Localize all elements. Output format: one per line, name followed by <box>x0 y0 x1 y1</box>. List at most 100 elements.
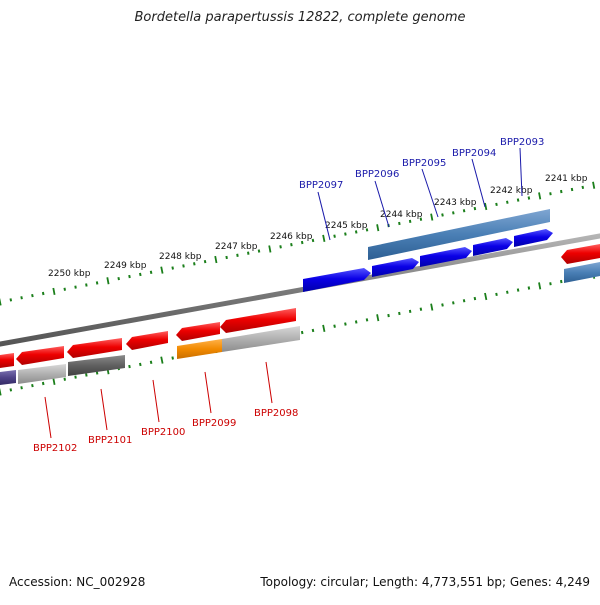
kbp-label-2250: 2250 kbp <box>48 269 91 279</box>
tick-mark <box>9 298 13 302</box>
tick-mark <box>322 324 326 332</box>
tick-mark <box>300 330 304 335</box>
gene-arrow-BPP2101[interactable] <box>67 338 122 358</box>
gene-arrow-BPP2096[interactable] <box>372 258 419 277</box>
gene-arrow-left-edge[interactable] <box>0 353 14 368</box>
tick-mark <box>203 259 207 264</box>
tick-mark <box>549 192 552 196</box>
tick-mark <box>538 282 542 290</box>
gene-label-BPP2100[interactable]: BPP2100 <box>141 427 185 438</box>
tick-mark <box>560 189 563 194</box>
tick-mark <box>182 264 185 268</box>
tick-mark <box>581 185 585 190</box>
gene-arrow-BPP2094[interactable] <box>473 238 513 256</box>
tick-mark <box>473 296 477 301</box>
tick-mark <box>495 292 498 297</box>
tick-mark <box>74 375 77 379</box>
gene-label-BPP2093[interactable]: BPP2093 <box>500 137 544 148</box>
tick-mark <box>74 285 77 289</box>
tick-mark <box>63 287 66 291</box>
tick-mark <box>484 292 488 301</box>
gene-arrow-BPP2095[interactable] <box>420 247 472 267</box>
tick-mark <box>20 296 23 300</box>
tick-mark <box>85 283 88 287</box>
tick-mark <box>257 249 261 253</box>
gene-arrow-BPP2100[interactable] <box>126 331 168 350</box>
genome-backbone <box>0 233 600 347</box>
tick-mark <box>462 299 466 303</box>
gene-label-BPP2101[interactable]: BPP2101 <box>88 435 132 446</box>
tick-mark <box>300 240 304 245</box>
upper-tick-ring <box>0 181 596 306</box>
gene-arrow-BPP2099[interactable] <box>176 322 220 341</box>
tick-mark <box>149 270 153 274</box>
genome-summary-text: Topology: circular; Length: 4,773,551 bp… <box>260 575 590 589</box>
band-lightgray-right <box>222 326 300 352</box>
tick-mark <box>52 377 56 385</box>
tick-mark <box>365 228 369 232</box>
gene-label-BPP2094[interactable]: BPP2094 <box>452 148 496 159</box>
leader-BPP2098 <box>265 361 273 404</box>
gene-arrow-BPP2098[interactable] <box>220 308 296 333</box>
tick-mark <box>149 360 153 364</box>
tick-mark <box>344 232 347 236</box>
tick-mark <box>311 238 315 243</box>
gene-label-BPP2099[interactable]: BPP2099 <box>192 418 236 429</box>
tick-mark <box>527 286 531 290</box>
tick-mark <box>376 314 380 322</box>
tick-mark <box>117 276 120 281</box>
tick-mark <box>128 364 131 369</box>
gene-arrow-BPP2097[interactable] <box>303 268 371 292</box>
tick-mark <box>311 328 315 333</box>
tick-mark <box>9 388 13 392</box>
tick-mark <box>560 279 563 284</box>
tick-mark <box>85 373 88 377</box>
tick-mark <box>63 377 66 381</box>
tick-mark <box>419 217 423 221</box>
gene-arrow-right-edge[interactable] <box>561 244 600 264</box>
tick-mark <box>236 253 239 257</box>
tick-mark <box>452 301 455 305</box>
tick-mark <box>139 362 142 367</box>
tick-mark <box>419 307 423 311</box>
upper-cds-band <box>368 209 600 283</box>
tick-mark <box>214 255 218 264</box>
kbp-label-2241: 2241 kbp <box>545 174 588 184</box>
tick-mark <box>495 202 498 207</box>
tick-mark <box>333 324 336 328</box>
tick-mark <box>139 272 142 277</box>
tick-mark <box>20 386 23 390</box>
tick-mark <box>41 291 45 296</box>
gene-arrow-BPP2102[interactable] <box>16 346 64 365</box>
gene-arrow-BPP2093[interactable] <box>514 229 553 247</box>
tick-mark <box>31 383 34 388</box>
tick-mark <box>430 303 434 311</box>
gene-label-BPP2097[interactable]: BPP2097 <box>299 180 343 191</box>
tick-mark <box>452 211 455 215</box>
tick-mark <box>41 381 45 386</box>
tick-mark <box>516 288 520 292</box>
lower-cds-band <box>0 326 300 385</box>
tick-mark <box>193 262 196 266</box>
leader-BPP2093 <box>519 147 523 197</box>
tick-mark <box>160 266 164 274</box>
tick-mark <box>408 219 412 223</box>
leader-BPP2099 <box>204 371 212 414</box>
accession-text: Accession: NC_002928 <box>9 575 146 589</box>
gene-label-BPP2095[interactable]: BPP2095 <box>402 158 446 169</box>
tick-mark <box>408 309 412 313</box>
gene-label-BPP2102[interactable]: BPP2102 <box>33 443 77 454</box>
tick-mark <box>398 221 401 226</box>
tick-mark <box>31 293 34 298</box>
tick-mark <box>462 209 466 213</box>
tick-mark <box>279 245 282 249</box>
tick-mark <box>387 313 390 318</box>
tick-mark <box>171 266 174 270</box>
kbp-labels: 2241 kbp 2242 kbp 2243 kbp 2244 kbp 2245… <box>48 174 588 279</box>
tick-mark <box>441 303 444 307</box>
kbp-label-2246: 2246 kbp <box>270 232 313 242</box>
steel-band-main <box>368 209 550 260</box>
gene-label-BPP2096[interactable]: BPP2096 <box>355 169 399 180</box>
gene-label-BPP2098[interactable]: BPP2098 <box>254 408 298 419</box>
